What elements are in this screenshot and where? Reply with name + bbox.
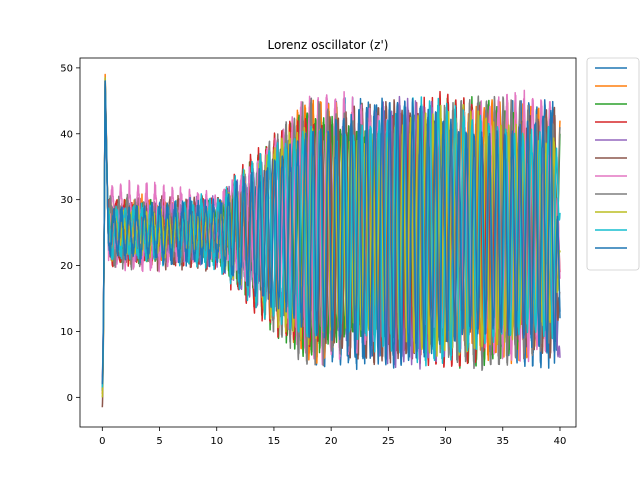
y-tick-label: 40 [60, 129, 73, 140]
x-tick-label: 30 [439, 436, 452, 447]
x-tick-label: 15 [268, 436, 281, 447]
x-tick-label: 35 [496, 436, 509, 447]
x-tick-label: 10 [210, 436, 223, 447]
series-layer [101, 73, 561, 408]
plot-frame [79, 57, 577, 428]
x-tick-label: 5 [156, 436, 162, 447]
series-line-11 [101, 80, 561, 385]
x-tick-label: 25 [382, 436, 395, 447]
y-tick-label: 20 [60, 261, 73, 272]
y-tick-label: 0 [67, 393, 73, 404]
y-tick-label: 50 [60, 63, 73, 74]
y-tick-label: 10 [60, 327, 73, 338]
x-tick-label: 20 [325, 436, 338, 447]
x-tick-label: 40 [554, 436, 567, 447]
x-axis: 0 5 10 15 20 25 30 35 40 [99, 427, 566, 447]
chart-title: Lorenz oscillator (z') [268, 38, 389, 52]
y-axis: 0 10 20 30 40 50 [60, 63, 80, 404]
legend-box [586, 57, 640, 271]
legend [586, 57, 640, 271]
y-tick-label: 30 [60, 195, 73, 206]
x-tick-label: 0 [99, 436, 105, 447]
